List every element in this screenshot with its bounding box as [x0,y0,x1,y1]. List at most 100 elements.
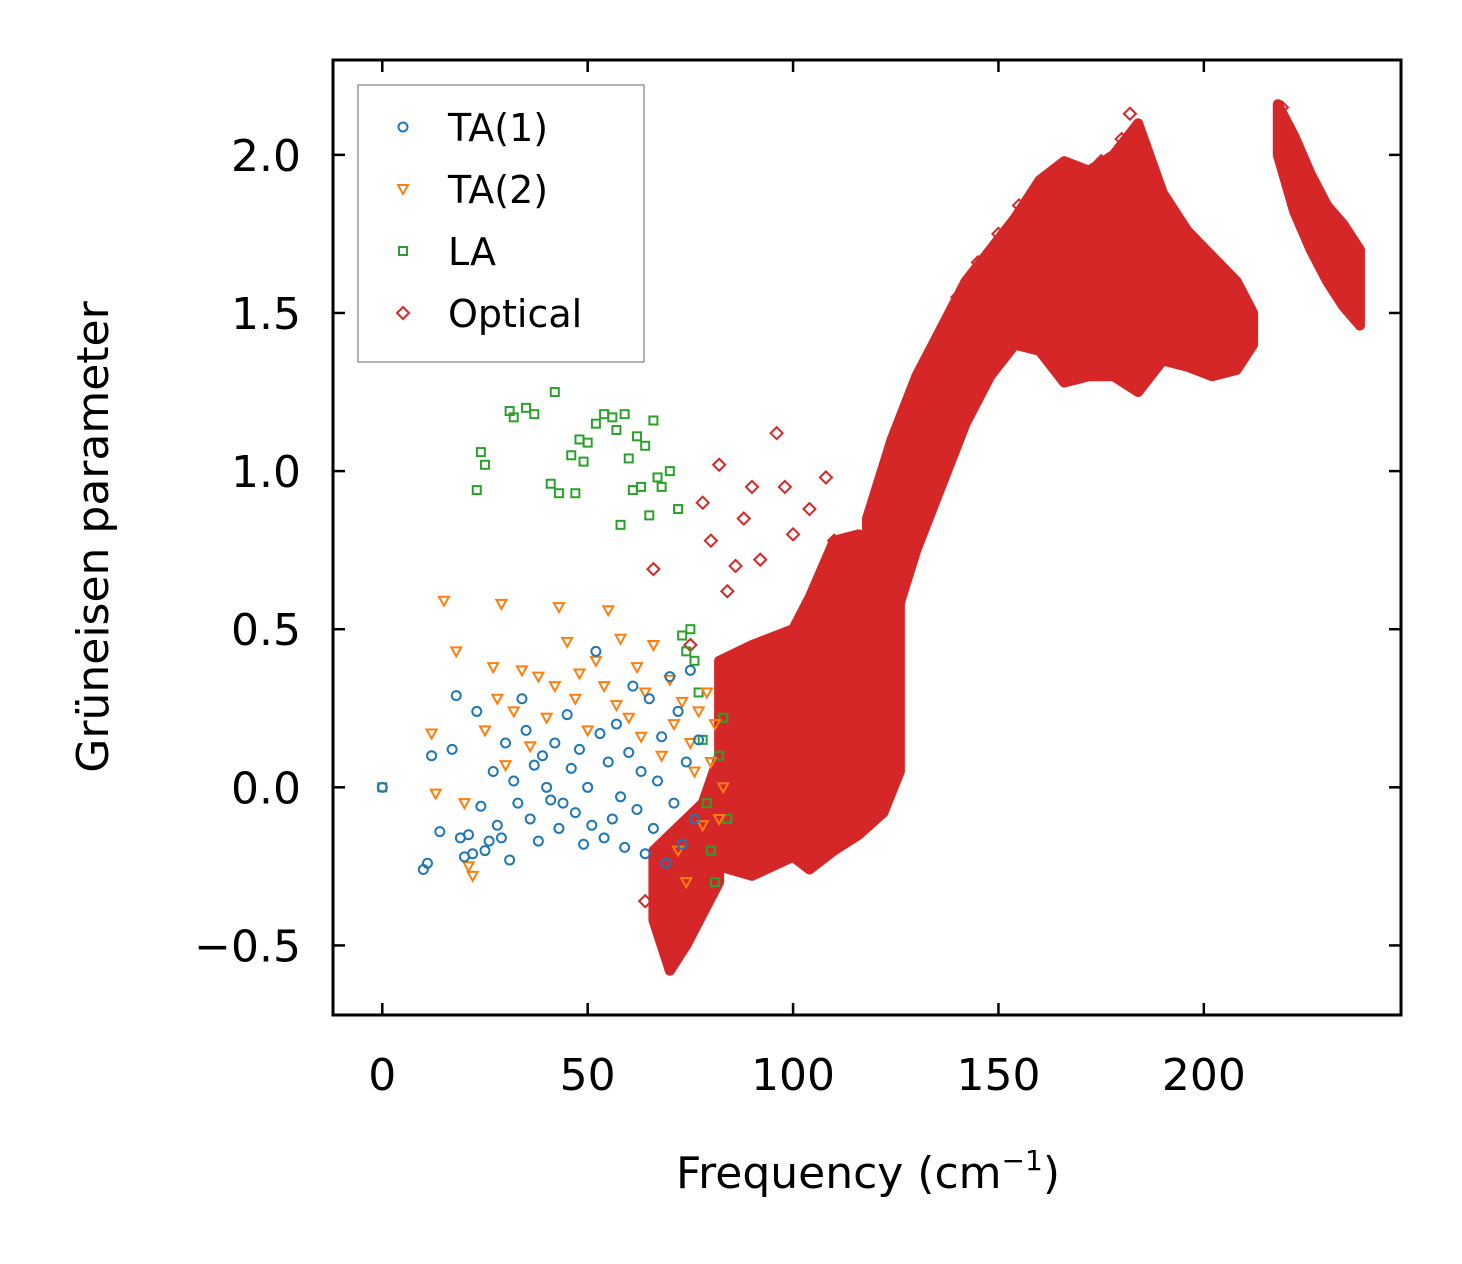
legend-label-optical: Optical [448,292,582,336]
optical-point [1032,179,1047,194]
y-tick-label: 0.0 [231,763,301,814]
ta-1-point [376,781,388,793]
ta-1-point [504,854,516,866]
ta-1-point [541,781,553,793]
ta-1-point [573,743,585,755]
ta-1-point [598,832,610,844]
ta-2-point [552,602,566,615]
ta-1-point [615,791,627,803]
optical-point [1093,153,1109,169]
ta-2-point [687,766,702,779]
legend-label-ta-2: TA(2) [447,168,548,212]
la-point [529,409,540,420]
ta-2-point [597,681,611,694]
ta-1-point [565,762,577,774]
ta-1-point [471,705,483,717]
ta-1-point [450,690,462,702]
ta-2-point [449,646,463,659]
optical-point [1216,305,1232,321]
ta-2-point [691,706,706,719]
ta-1-point [578,838,590,850]
y-axis-ticks: −0.5 0.0 0.5 1.0 1.5 2.0 [194,131,1401,972]
la-point [701,798,712,809]
x-tick-label: 0 [368,1050,396,1101]
x-axis-ticks: 0 50 100 150 200 [368,60,1246,1101]
ta-1-point [426,750,438,762]
y-tick-label: −0.5 [194,921,301,972]
la-point [718,712,729,723]
ta-1-point [660,857,672,869]
optical-point [876,596,891,612]
ta-2-point [498,760,513,773]
la-point [566,450,577,461]
optical-point [777,479,793,495]
ta-2-point [457,798,472,811]
ta-2-point [589,655,603,668]
ta-1-point [647,822,659,834]
ta-1-point [656,731,668,743]
ta-1-point [545,794,557,806]
ta-2-point [515,665,529,678]
la-point [479,459,490,470]
ta-2-point [523,741,537,754]
ta-1-point [643,693,655,705]
optical-point [695,495,711,511]
ta-1-point [421,857,433,869]
optical-point [867,605,883,621]
ta-2-point [695,820,710,833]
ta-2-point [580,725,595,738]
optical-point [888,571,904,587]
ta-2-point [716,782,730,795]
la-point [648,415,659,426]
ta-1-point [590,645,602,657]
x-tick-label: 200 [1162,1050,1246,1101]
legend: TA(1) TA(2) LA Optical [357,84,645,363]
y-axis-title: Grüneisen parameter [68,300,119,772]
la-point [521,402,532,413]
la-point [644,510,655,521]
optical-point [703,533,719,549]
optical-dense-band [714,529,905,881]
optical-point [1196,289,1212,305]
ta-2-point [712,813,726,826]
optical-point [1011,198,1027,213]
optical-point [728,558,743,574]
optical-point [1323,235,1339,251]
ta-2-point [568,693,583,706]
ta-2-point [428,788,443,801]
ta-1-point [524,813,536,825]
ta-2-point [465,870,480,883]
legend-marker-ta-2 [396,184,410,197]
ta-1-point [676,838,688,850]
optical-point [1299,179,1314,194]
optical-point [991,226,1006,242]
la-point [599,409,610,420]
ta-2-point [700,687,714,700]
ta-1-point [557,797,569,809]
ta-2-point [704,757,718,770]
ta-1-point [483,835,495,847]
la-point [681,646,692,657]
optical-point [1114,131,1130,147]
ta-2-point [437,595,451,608]
la-point [627,485,638,496]
ta-2-point [478,725,492,738]
la-point [611,424,622,435]
la-point [574,434,585,445]
ta-2-point [539,712,554,725]
la-point [549,387,560,398]
la-point [578,456,589,467]
ta-1-point [693,734,705,746]
optical-point [1134,194,1150,210]
optical-point [826,533,842,549]
optical-point [645,561,661,577]
la-point [652,472,663,483]
ta-1-point [553,822,565,834]
optical-point [1155,226,1171,242]
ta-1-point [561,709,573,721]
ta-2-point [494,598,509,611]
ta-1-point [668,797,680,809]
legend-marker-ta-1 [397,121,409,133]
optical-point [937,324,953,340]
ta-1-point [672,705,684,717]
